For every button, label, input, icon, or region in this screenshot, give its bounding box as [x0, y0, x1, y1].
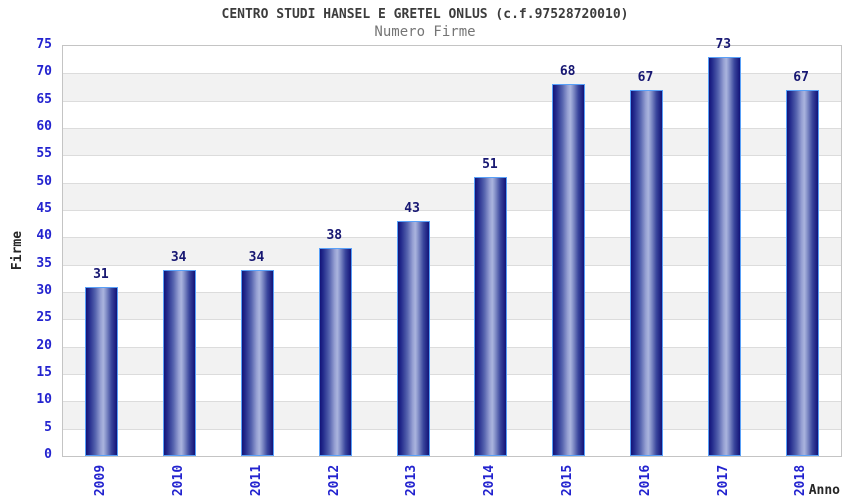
chart-title: CENTRO STUDI HANSEL E GRETEL ONLUS (c.f.…	[221, 7, 629, 22]
gridline-30	[63, 292, 841, 293]
gridline-25	[63, 319, 841, 320]
gridline-40	[63, 237, 841, 238]
ytick-45: 45	[36, 201, 52, 216]
ytick-50: 50	[36, 173, 52, 189]
gridline-60	[63, 128, 841, 129]
ytick-0: 0	[44, 447, 52, 462]
gridline-50	[63, 183, 841, 184]
bar-2018	[785, 89, 819, 456]
gridline-20	[63, 347, 841, 348]
ytick-20: 20	[36, 337, 52, 353]
ytick-15: 15	[36, 365, 52, 380]
bar-2009	[85, 286, 119, 456]
gridline-65	[63, 101, 841, 102]
ytick-70: 70	[36, 64, 52, 80]
ytick-55: 55	[36, 146, 52, 162]
ytick-40: 40	[36, 228, 52, 244]
value-label-2012: 38	[326, 228, 343, 244]
value-label-2009: 31	[93, 266, 109, 282]
bar-2011	[241, 270, 274, 456]
xtick-2013: 2013	[404, 464, 420, 496]
plot-area	[62, 45, 842, 457]
xtick-2009: 2009	[93, 464, 109, 496]
value-label-2014: 51	[482, 157, 498, 173]
bar-2014	[474, 177, 508, 456]
xtick-2010: 2010	[171, 464, 187, 496]
gridline-55	[63, 155, 841, 156]
xtick-2011: 2011	[249, 464, 264, 496]
ytick-10: 10	[36, 392, 52, 408]
gridline-15	[63, 374, 841, 375]
ytick-75: 75	[36, 37, 52, 52]
value-label-2013: 43	[404, 200, 420, 216]
xtick-2016: 2016	[638, 464, 653, 496]
bar-2017	[707, 56, 741, 456]
bar-2016	[630, 89, 663, 456]
bar-2013	[396, 220, 430, 456]
gridline-45	[63, 210, 841, 211]
ytick-30: 30	[36, 283, 52, 298]
value-label-2010: 34	[170, 250, 187, 266]
xtick-2014: 2014	[482, 464, 498, 496]
gridline-35	[63, 265, 841, 266]
gridline-10	[63, 401, 841, 402]
bar-2012	[318, 248, 352, 456]
ytick-5: 5	[44, 419, 52, 435]
value-label-2015: 68	[559, 64, 576, 80]
value-label-2016: 67	[637, 69, 654, 85]
bar-2015	[552, 84, 586, 456]
ytick-35: 35	[36, 255, 52, 271]
ytick-65: 65	[36, 91, 52, 107]
bar-2010	[163, 270, 197, 456]
xtick-2012: 2012	[326, 464, 342, 496]
value-label-2018: 67	[793, 69, 809, 85]
xtick-2015: 2015	[560, 464, 576, 496]
ytick-25: 25	[36, 310, 52, 326]
x-axis-title: Anno	[808, 483, 840, 498]
value-label-2011: 34	[248, 250, 265, 266]
value-label-2017: 73	[715, 36, 732, 52]
gridline-5	[63, 429, 841, 430]
ytick-60: 60	[36, 119, 52, 134]
gridline-70	[63, 73, 841, 74]
chart-subtitle: Numero Firme	[374, 24, 476, 40]
xtick-2017: 2017	[715, 464, 731, 496]
